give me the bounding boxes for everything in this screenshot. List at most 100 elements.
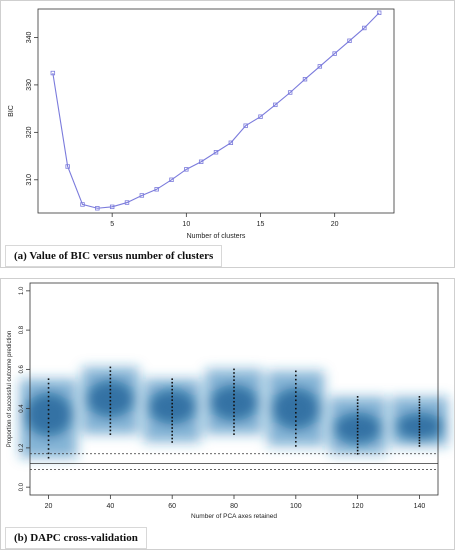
- cv-replicate-point: [171, 427, 173, 429]
- bic-point: [228, 140, 234, 145]
- cv-replicate-point: [356, 440, 359, 442]
- y-axis-label: BIC: [8, 105, 15, 117]
- cv-replicate-point: [171, 409, 173, 412]
- cv-replicate-point: [356, 427, 359, 430]
- dapc-caption: (b) DAPC cross-validation: [5, 527, 147, 549]
- cv-replicate-point: [418, 423, 421, 425]
- cv-replicate-point: [47, 448, 50, 450]
- bic-point: [124, 200, 130, 205]
- cv-replicate-point: [418, 428, 421, 431]
- cv-replicate-point: [356, 399, 359, 401]
- cv-replicate-point: [418, 409, 421, 412]
- cv-replicate-point: [418, 412, 421, 415]
- cv-replicate-point: [295, 432, 297, 435]
- cv-replicate-point: [295, 416, 297, 418]
- cv-replicate-point: [109, 385, 112, 387]
- cv-replicate-point: [171, 441, 173, 443]
- plot-frame: [37, 8, 395, 214]
- cv-replicate-point: [47, 417, 50, 420]
- bic-point: [273, 102, 278, 108]
- x-tick-label: 140: [414, 503, 426, 510]
- cv-replicate-point: [47, 439, 50, 442]
- cv-replicate-point: [295, 374, 297, 377]
- dapc-chart: 20 40 60 80 100 120 140 0.0 0.2 0.4 0.6 0.8 1.0 Numbe…: [7, 282, 448, 520]
- cv-replicate-point: [171, 399, 173, 401]
- bic-point: [184, 167, 189, 172]
- cv-replicate-point: [356, 405, 359, 408]
- cv-replicate-point: [418, 442, 421, 444]
- cv-replicate-point: [109, 407, 112, 409]
- cv-replicate-point: [47, 430, 50, 433]
- cv-replicate-point: [171, 423, 173, 426]
- cv-replicate-point: [109, 429, 112, 432]
- cv-replicate-point: [233, 393, 235, 396]
- x-tick-label: 10: [182, 221, 190, 228]
- x-tick-label: 100: [290, 503, 302, 510]
- cv-replicate-point: [171, 434, 173, 436]
- cv-replicate-point: [109, 425, 112, 428]
- x-tick-label: 40: [106, 503, 114, 510]
- bic-point: [95, 206, 100, 211]
- cv-replicate-point: [47, 408, 50, 411]
- cv-replicate-point: [233, 372, 235, 374]
- cv-replicate-point: [356, 402, 359, 404]
- cv-replicate-point: [295, 403, 297, 406]
- cv-replicate-point: [233, 422, 235, 425]
- cv-replicate-point: [171, 385, 173, 387]
- cv-replicate-point: [109, 374, 112, 376]
- cv-replicate-point: [47, 378, 50, 380]
- x-tick-label: 80: [230, 503, 238, 510]
- cv-replicate-point: [47, 387, 50, 389]
- cv-replicate-point: [356, 424, 359, 427]
- y-tick-label: 320: [26, 126, 33, 138]
- cv-replicate-point: [418, 431, 421, 434]
- cv-replicate-point: [109, 366, 112, 369]
- bic-point: [198, 159, 204, 164]
- cv-replicate-point: [295, 424, 297, 427]
- bic-point: [243, 123, 248, 128]
- cv-replicate-point: [109, 422, 112, 424]
- y-tick-label: 340: [26, 32, 33, 44]
- cv-replicate-point: [295, 440, 297, 443]
- cv-replicate-point: [47, 456, 50, 459]
- bic-point: [139, 193, 145, 198]
- cv-replicate-point: [356, 396, 359, 398]
- bic-point: [169, 177, 174, 182]
- cv-replicate-point: [295, 395, 297, 397]
- cv-replicate-point: [233, 415, 235, 417]
- bic-point: [317, 64, 323, 69]
- cv-replicate-point: [295, 420, 297, 422]
- cv-replicate-point: [295, 382, 297, 385]
- y-tick-label: 0.4: [19, 404, 25, 413]
- cv-replicate-point: [356, 452, 359, 455]
- y-tick-label: 0.2: [19, 443, 25, 452]
- cv-replicate-point: [233, 400, 235, 403]
- cv-replicate-point: [171, 381, 173, 384]
- bic-point: [154, 187, 159, 192]
- cv-replicate-point: [295, 391, 297, 393]
- cv-replicate-point: [295, 445, 297, 447]
- cv-replicate-point: [171, 430, 173, 433]
- cv-replicate-point: [233, 429, 235, 432]
- bic-line: [52, 12, 380, 209]
- cv-replicate-point: [418, 406, 421, 409]
- bic-point: [109, 204, 115, 210]
- cv-replicate-point: [233, 411, 235, 414]
- cv-replicate-point: [418, 404, 421, 406]
- cv-replicate-point: [233, 379, 235, 381]
- cv-replicate-point: [171, 413, 173, 415]
- cv-replicate-point: [109, 381, 112, 384]
- cv-replicate-point: [295, 370, 297, 373]
- cv-replicate-point: [47, 413, 50, 415]
- cv-replicate-point: [356, 446, 359, 449]
- x-axis-label: Number of clusters: [187, 233, 246, 240]
- y-tick-label: 0.8: [19, 325, 25, 334]
- density-core: [86, 380, 135, 418]
- cv-replicate-point: [233, 375, 235, 378]
- cv-replicate-point: [171, 388, 173, 391]
- y-tick-label: 1.0: [19, 286, 25, 295]
- cv-replicate-point: [418, 415, 421, 417]
- cv-replicate-point: [295, 407, 297, 410]
- cv-replicate-point: [418, 445, 421, 447]
- cv-replicate-point: [233, 418, 235, 421]
